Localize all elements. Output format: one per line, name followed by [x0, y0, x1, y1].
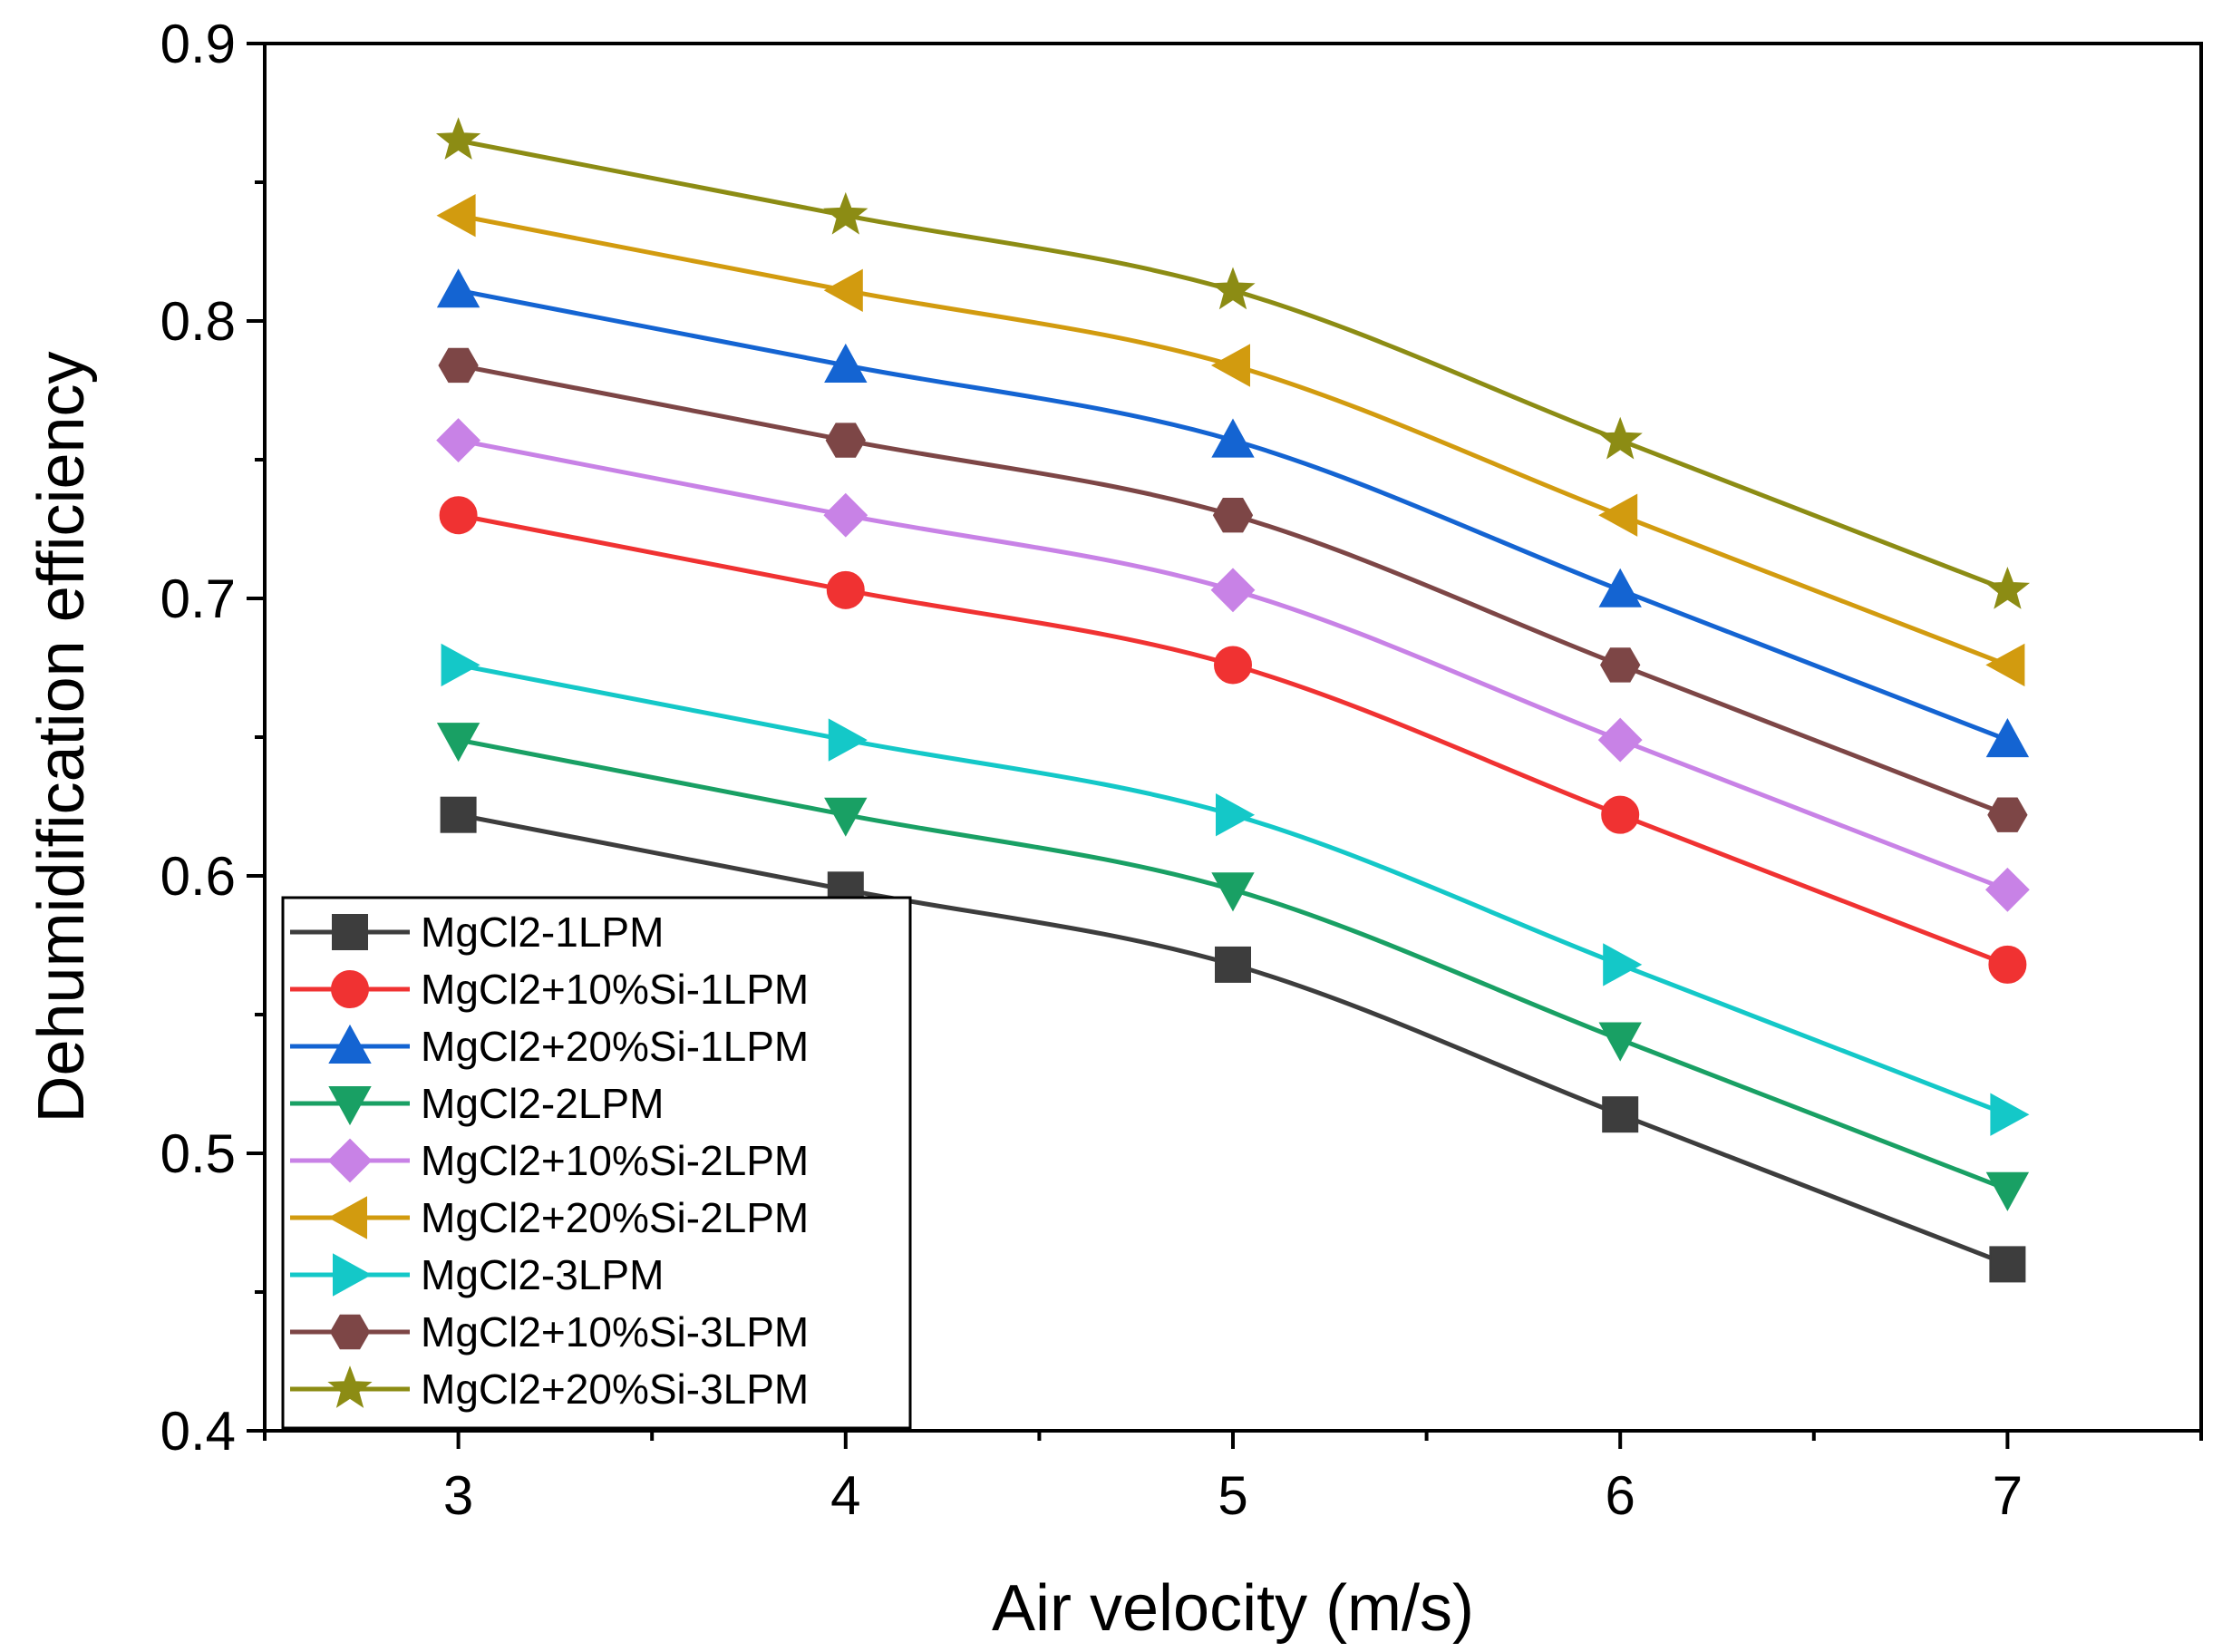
- data-point: [441, 643, 480, 687]
- data-point: [1210, 344, 1250, 387]
- legend-item: MgCl2-2LPM: [290, 1080, 664, 1127]
- legend-label: MgCl2+10%Si-3LPM: [421, 1308, 809, 1356]
- data-point: [823, 191, 868, 235]
- series-3: [436, 268, 2030, 758]
- data-point: [1984, 867, 2030, 912]
- data-point: [435, 117, 481, 160]
- data-point: [1985, 1171, 2030, 1211]
- legend-marker: [332, 914, 368, 950]
- data-point: [1216, 793, 1256, 837]
- data-point: [1603, 943, 1643, 986]
- data-point: [1211, 418, 1255, 458]
- series-6: [436, 194, 2025, 687]
- legend-marker: [333, 1253, 373, 1297]
- data-point: [1598, 1022, 1642, 1062]
- data-point: [1601, 795, 1640, 834]
- data-point: [1597, 717, 1643, 763]
- data-point: [439, 496, 478, 535]
- data-point: [826, 570, 865, 609]
- series-layer: [435, 117, 2031, 1283]
- data-point: [438, 347, 479, 384]
- series-1: [440, 796, 2026, 1283]
- legend-item: MgCl2+10%Si-3LPM: [290, 1308, 809, 1356]
- legend-label: MgCl2+20%Si-3LPM: [421, 1365, 809, 1413]
- legend-label: MgCl2+10%Si-1LPM: [421, 966, 809, 1013]
- legend-item: MgCl2+20%Si-2LPM: [290, 1194, 809, 1241]
- series-9: [435, 117, 2031, 609]
- legend-label: MgCl2-2LPM: [421, 1080, 664, 1127]
- data-point: [824, 797, 868, 837]
- series-4: [436, 723, 2030, 1211]
- x-tick-label: 5: [1218, 1465, 1247, 1526]
- series-5: [436, 418, 2030, 912]
- data-point: [1987, 797, 2028, 832]
- data-point: [1215, 946, 1251, 983]
- data-point: [823, 492, 868, 538]
- data-point: [436, 418, 481, 463]
- y-tick-label: 0.7: [160, 568, 236, 629]
- legend-item: MgCl2+20%Si-1LPM: [290, 1023, 809, 1070]
- y-axis-title: Dehumidification efficiency: [25, 351, 98, 1122]
- series-7: [441, 643, 2030, 1136]
- legend-item: MgCl2+10%Si-2LPM: [290, 1137, 809, 1184]
- legend-marker: [328, 1086, 372, 1126]
- data-point: [1989, 1246, 2026, 1283]
- data-point: [1985, 643, 2025, 687]
- series-2: [439, 496, 2027, 984]
- data-point: [436, 268, 480, 308]
- legend-label: MgCl2+20%Si-1LPM: [421, 1023, 809, 1070]
- data-point: [1602, 1096, 1639, 1133]
- data-point: [1598, 568, 1642, 607]
- legend-label: MgCl2+10%Si-2LPM: [421, 1137, 809, 1184]
- x-tick-label: 7: [1993, 1465, 2023, 1526]
- legend-marker: [327, 1138, 373, 1183]
- data-point: [440, 796, 477, 833]
- data-point: [436, 723, 480, 763]
- y-tick-label: 0.6: [160, 846, 236, 907]
- data-point: [823, 268, 863, 312]
- legend-label: MgCl2+20%Si-2LPM: [421, 1194, 809, 1241]
- legend-marker: [329, 1314, 371, 1350]
- legend-marker: [327, 1365, 373, 1408]
- x-axis-title: Air velocity (m/s): [992, 1572, 1474, 1645]
- x-tick-label: 6: [1606, 1465, 1635, 1526]
- data-point: [828, 718, 868, 762]
- legend-marker: [331, 970, 369, 1008]
- data-point: [1984, 566, 2031, 609]
- legend-label: MgCl2-3LPM: [421, 1251, 664, 1298]
- data-point: [1211, 872, 1255, 912]
- data-point: [1988, 945, 2027, 984]
- y-tick-label: 0.4: [160, 1401, 236, 1462]
- series-8: [438, 347, 2028, 832]
- legend-item: MgCl2-3LPM: [290, 1251, 664, 1298]
- data-point: [1600, 647, 1641, 683]
- legend-label: MgCl2-1LPM: [421, 909, 664, 956]
- legend-item: MgCl2+10%Si-1LPM: [290, 966, 809, 1013]
- data-point: [1598, 493, 1638, 537]
- legend: MgCl2-1LPM MgCl2+10%Si-1LPM MgCl2+20%Si-1L…: [281, 896, 912, 1430]
- y-tick-label: 0.5: [160, 1123, 236, 1184]
- data-point: [436, 194, 476, 238]
- legend-marker: [327, 1196, 367, 1239]
- y-tick-label: 0.9: [160, 14, 236, 74]
- data-point: [1597, 416, 1643, 460]
- data-point: [825, 423, 866, 458]
- legend-marker: [328, 1024, 372, 1064]
- ticks-layer: 3 4 5 6 7 0.4 0.5 0.6 0.7 0.8 0.9: [160, 14, 2203, 1526]
- data-point: [1214, 646, 1252, 685]
- data-point: [1212, 498, 1254, 533]
- y-tick-label: 0.8: [160, 291, 236, 352]
- data-point: [1210, 267, 1256, 310]
- legend-item: MgCl2-1LPM: [290, 909, 664, 956]
- data-point: [1990, 1093, 2030, 1136]
- data-point: [1985, 718, 2030, 758]
- legend-item: MgCl2+20%Si-3LPM: [290, 1365, 809, 1413]
- data-point: [1210, 568, 1256, 613]
- data-point: [824, 343, 868, 383]
- x-tick-label: 3: [443, 1465, 473, 1526]
- x-tick-label: 4: [830, 1465, 860, 1526]
